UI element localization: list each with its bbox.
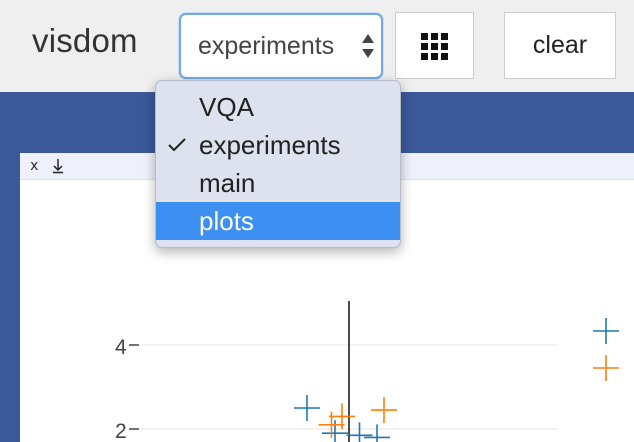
clear-button[interactable]: clear — [504, 12, 616, 79]
dropdown-option-main[interactable]: main — [199, 168, 256, 198]
point-trace-orange-2[interactable] — [318, 411, 345, 438]
grid-icon — [421, 33, 448, 60]
scatter-plot[interactable]: 4 2 — [20, 153, 634, 442]
y-tick-label-4: 4 — [115, 336, 127, 359]
download-icon[interactable] — [52, 158, 64, 174]
layout-grid-button[interactable] — [395, 12, 474, 79]
select-arrows-icon — [362, 34, 374, 58]
top-bar: visdom experiments clear — [0, 0, 634, 92]
point-trace-blue-3[interactable] — [364, 424, 390, 442]
dropdown-option-plots[interactable]: plots — [156, 202, 400, 240]
environment-select-value: experiments — [198, 32, 335, 60]
point-trace-orange-1[interactable] — [371, 397, 397, 424]
checkmark-icon — [168, 138, 186, 152]
environment-dropdown-menu: VQA experiments main plots — [155, 80, 401, 248]
point-trace-blue-1[interactable] — [322, 420, 348, 442]
point-trace-blue-0[interactable] — [294, 395, 320, 421]
dropdown-option-experiments[interactable]: experiments — [156, 126, 400, 164]
point-trace-blue-2[interactable] — [346, 422, 373, 442]
dropdown-option-vqa[interactable]: VQA — [199, 92, 254, 122]
y-tick-label-2: 2 — [115, 420, 127, 442]
legend-marker-0[interactable] — [593, 318, 619, 344]
brand-title: visdom — [32, 22, 138, 59]
legend-marker-1[interactable] — [593, 355, 619, 381]
environment-select[interactable]: experiments — [179, 13, 383, 79]
pane-close-button[interactable]: x — [30, 158, 39, 174]
